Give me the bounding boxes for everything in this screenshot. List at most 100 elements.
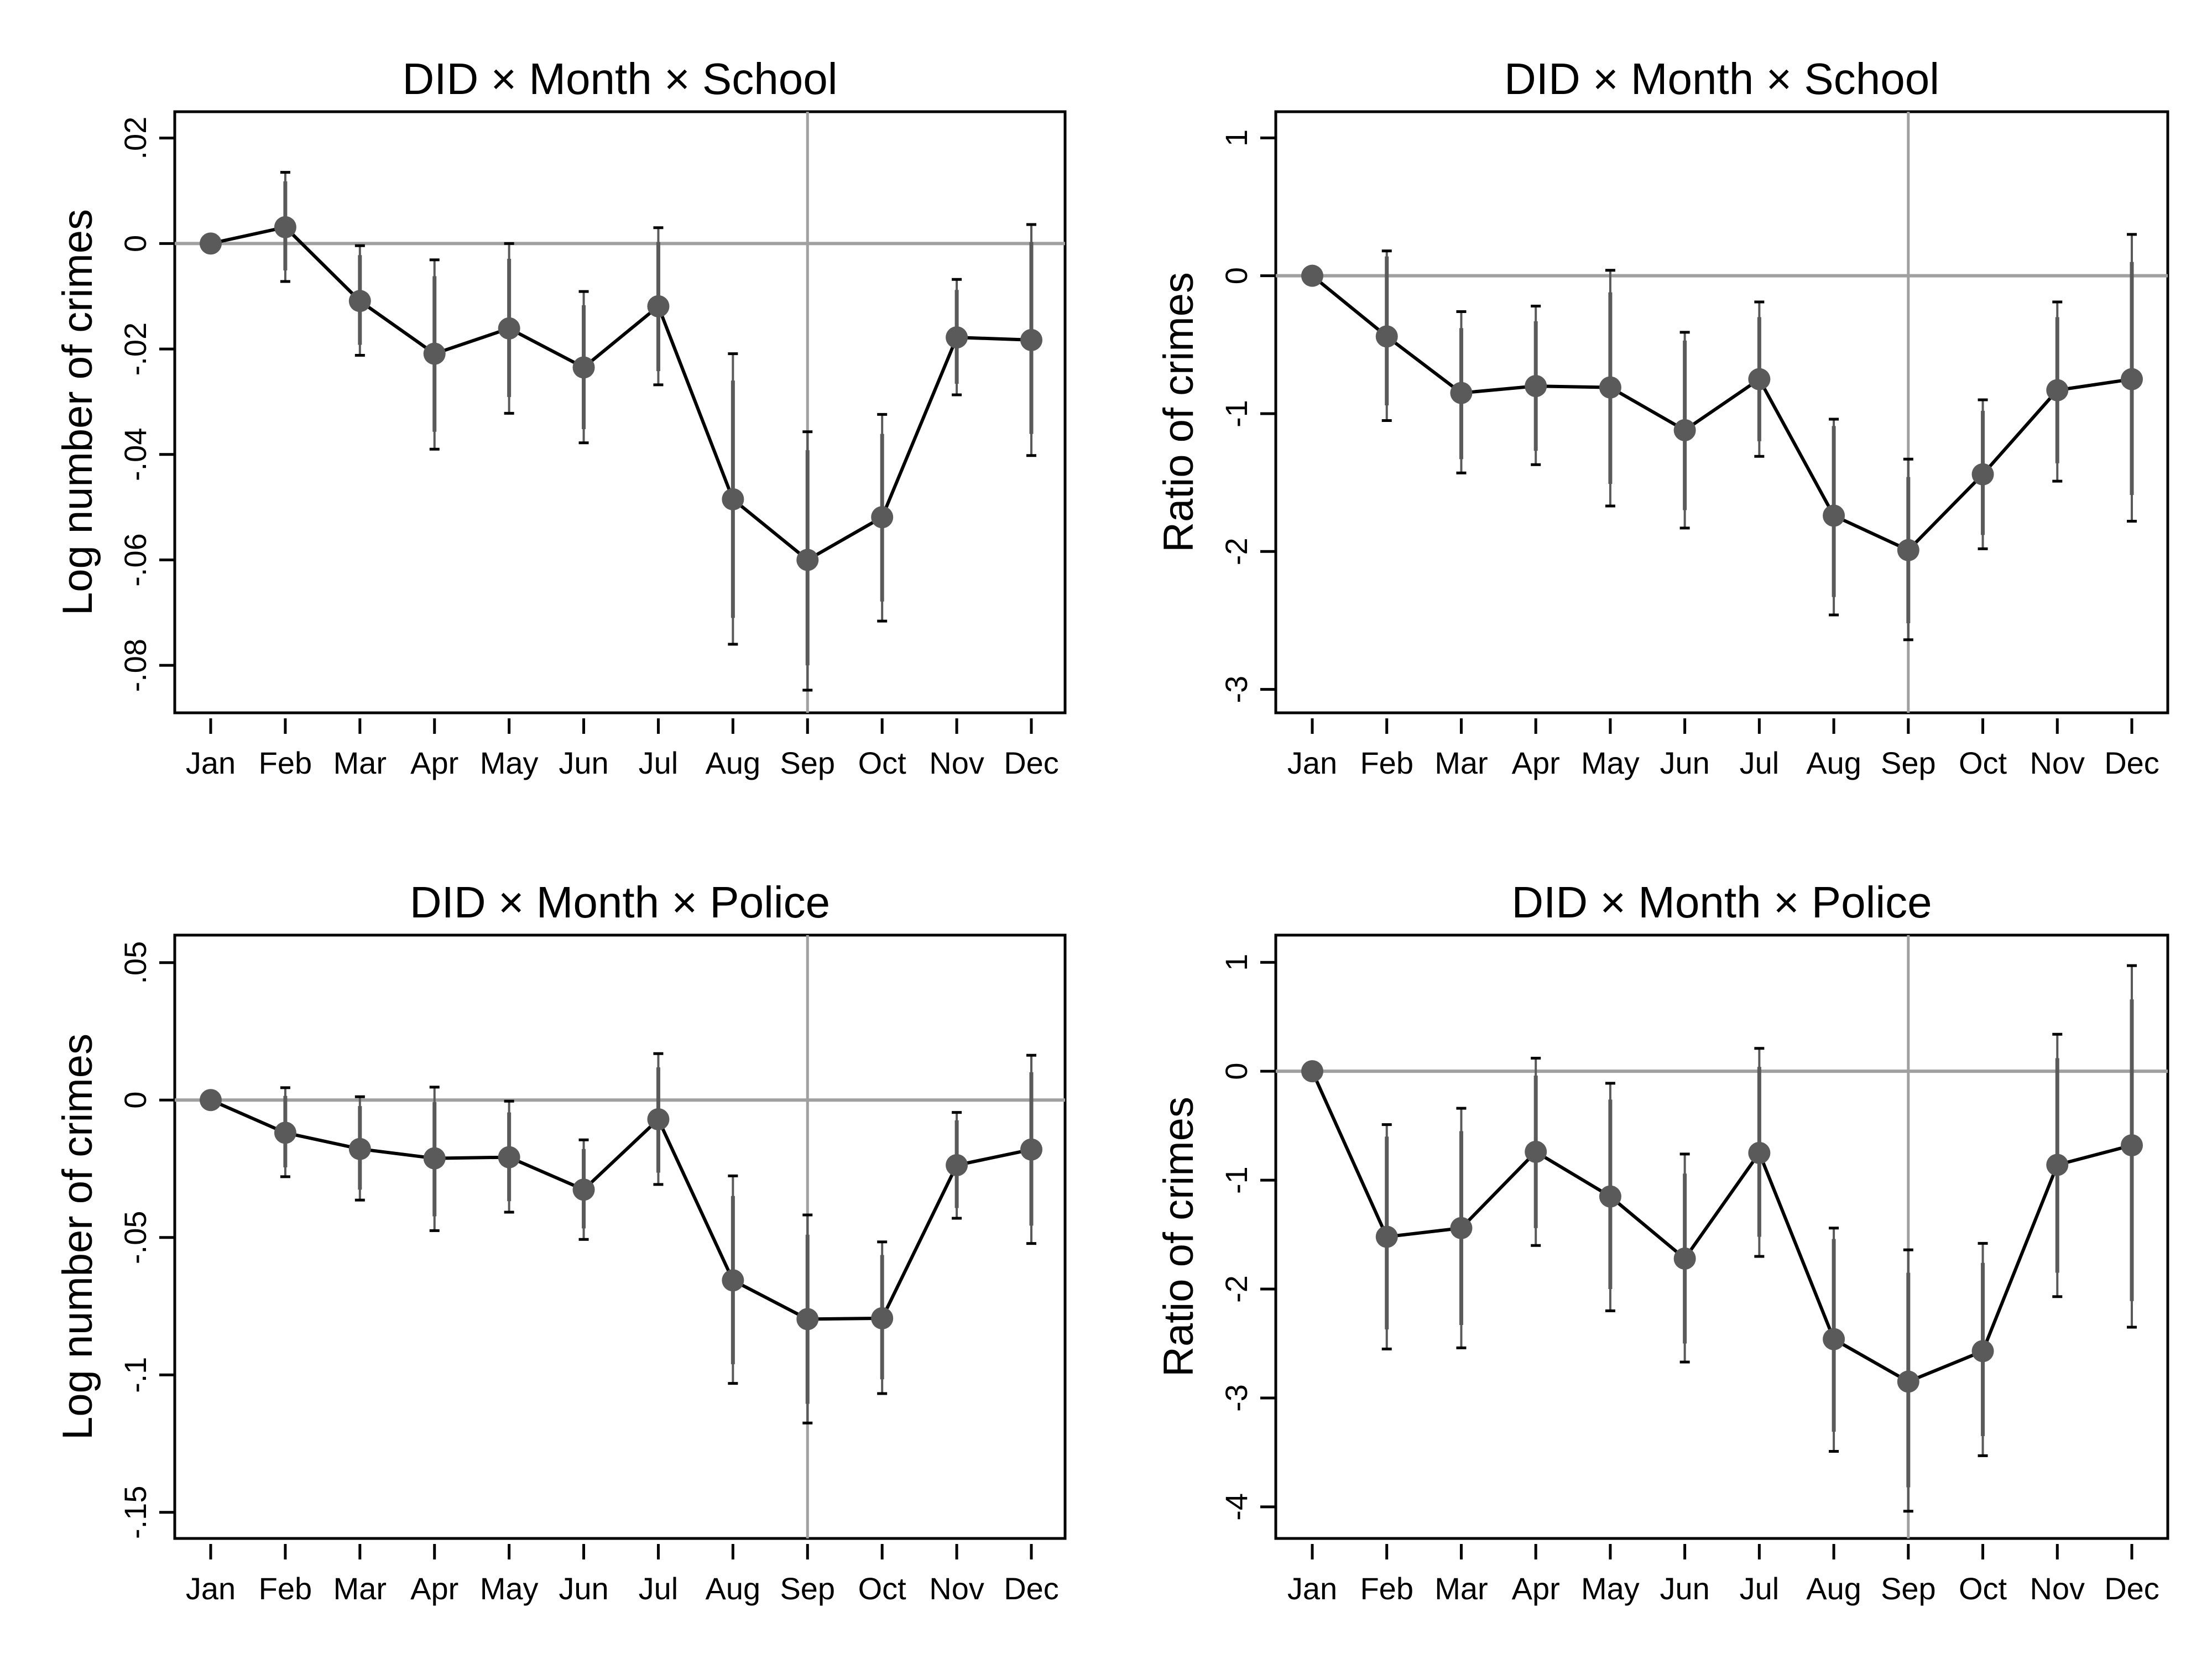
x-tick-label: Mar [333,745,387,780]
y-tick-label: -.04 [118,428,153,482]
estimate-point-may [498,1146,520,1168]
estimate-point-may [1599,376,1621,399]
x-tick-label: Apr [1512,1571,1560,1606]
estimate-point-aug [1823,504,1845,527]
estimate-point-sep [1897,539,1919,561]
estimate-point-jan [1301,1060,1323,1083]
y-tick-label: 0 [1219,267,1254,284]
estimate-point-apr [1525,1140,1547,1163]
x-tick-label: Jul [639,745,679,780]
x-tick-label: May [480,745,539,780]
plot-frame [173,110,1067,714]
plot-frame [1274,933,2169,1540]
estimate-point-nov [946,1154,968,1177]
plot-frame [1274,110,2169,714]
x-tick-label: Dec [1004,1571,1059,1606]
x-tick-label: Aug [1806,1571,1861,1606]
estimate-point-sep [796,1308,819,1331]
estimate-point-mar [348,290,371,312]
x-tick-label: Jun [1660,745,1709,780]
x-tick-label: Sep [780,1571,835,1606]
panel-4: DID × Month × Police 1 0 -1 -2 -3 -4 Ratio of c… [1155,878,2169,1606]
x-tick-label: Jun [1660,1571,1709,1606]
estimate-line [210,1098,1032,1321]
estimate-point-jul [1748,368,1771,390]
y-tick-label: -.05 [118,1211,153,1264]
y-tick-label: -.15 [118,1486,153,1540]
estimate-line [210,225,1032,562]
y-axis-label: Log number of crimes [54,209,101,615]
x-tick-label: Feb [259,745,312,780]
panel-1: DID × Month × School .02 0 -.02 -.04 -.06 -.08… [54,54,1067,780]
x-tick-label: Dec [2104,1571,2159,1606]
estimate-point-jan [200,1089,222,1112]
estimate-point-jun [572,1178,595,1201]
estimate-point-oct [1971,1340,1994,1363]
x-tick-label: Jan [186,745,236,780]
x-tick-label: Jun [559,1571,608,1606]
estimate-point-sep [796,549,819,571]
estimate-point-sep [1897,1370,1919,1393]
chart-title: DID × Month × Police [410,878,830,927]
x-tick-label: May [1581,745,1640,780]
y-tick-label: .05 [118,941,153,984]
x-tick-label: Mar [333,1571,387,1606]
chart-title: DID × Month × School [402,54,837,103]
estimate-point-apr [1525,375,1547,398]
y-tick-label: 0 [1219,1063,1254,1080]
y-tick-label: 0 [118,235,153,252]
y-tick-label: -2 [1219,538,1254,565]
y-tick-label: -2 [1219,1275,1254,1303]
estimate-point-feb [274,216,296,238]
estimate-line [1311,274,2132,552]
x-tick-label: Apr [410,1571,458,1606]
x-tick-label: Aug [706,745,761,780]
x-tick-label: Jun [559,745,608,780]
estimate-point-mar [348,1138,371,1160]
x-tick-label: Sep [1881,745,1936,780]
x-tick-label: Dec [1004,745,1059,780]
x-tick-label: Apr [1512,745,1560,780]
x-tick-label: Mar [1434,1571,1488,1606]
estimate-point-jul [647,295,670,317]
x-tick-label: Mar [1434,745,1488,780]
chart-title: DID × Month × School [1504,54,1939,103]
estimate-point-oct [1971,463,1994,486]
y-tick-label: -3 [1219,1384,1254,1412]
estimate-point-feb [274,1121,296,1144]
x-tick-label: Nov [929,1571,984,1606]
estimate-point-oct [871,506,894,529]
x-tick-label: Jan [186,1571,236,1606]
x-tick-label: Nov [929,745,984,780]
estimate-point-dec [2121,1134,2143,1157]
x-tick-label: Nov [2030,1571,2085,1606]
estimate-point-mar [1450,382,1473,404]
y-tick-label: -.08 [118,639,153,692]
estimate-point-may [498,317,520,340]
y-axis-label: Log number of crimes [54,1034,101,1440]
y-tick-label: 1 [1219,129,1254,147]
estimate-point-mar [1450,1217,1473,1239]
x-tick-label: May [1581,1571,1640,1606]
x-tick-label: Jul [639,1571,679,1606]
estimate-point-apr [423,342,446,365]
y-tick-label: -1 [1219,1166,1254,1194]
estimate-point-dec [1020,1138,1042,1161]
y-tick-label: -3 [1219,676,1254,703]
x-tick-label: Apr [410,745,458,780]
x-tick-label: May [480,1571,539,1606]
estimate-point-dec [2121,368,2143,390]
estimate-point-nov [2046,1154,2069,1176]
x-tick-label: Oct [1959,745,2007,780]
estimate-point-jun [572,356,595,379]
x-tick-label: Aug [706,1571,761,1606]
x-tick-label: Jul [1740,1571,1780,1606]
x-tick-label: Jan [1287,745,1337,780]
plot-frame [173,933,1067,1540]
estimate-point-oct [871,1307,894,1329]
estimate-point-apr [423,1147,446,1170]
x-tick-label: Jan [1287,1571,1337,1606]
x-tick-label: Jul [1740,745,1780,780]
estimate-point-jun [1673,1247,1696,1270]
x-tick-label: Oct [858,1571,907,1606]
